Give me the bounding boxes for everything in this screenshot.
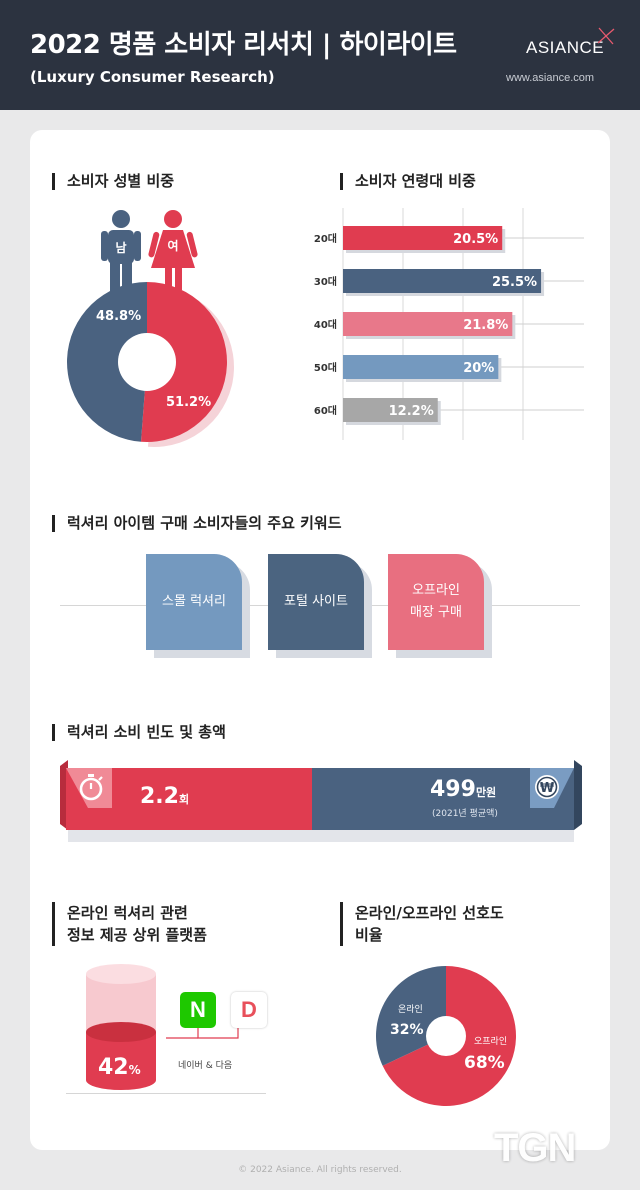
age-value-label: 25.5% [492, 275, 537, 290]
preference-donut: 온라인 32% 오프라인 68% [376, 966, 516, 1106]
section-title-platform: 온라인 럭셔리 관련 정보 제공 상위 플랫폼 [52, 902, 207, 946]
brand-url: www.asiance.com [506, 72, 595, 84]
frequency-amount-unit: 만원 [475, 786, 497, 799]
platform-cylinder [66, 964, 266, 1094]
age-bar-60대 [343, 398, 438, 422]
frequency-amount-value: 499 [430, 777, 476, 802]
pref-label-online: 온라인 [398, 1004, 423, 1015]
keyword-card-3: 오프라인 매장 구매 [388, 554, 484, 650]
pref-value-offline: 68% [464, 1053, 505, 1073]
age-category-label: 40대 [314, 318, 337, 331]
brand-logo-text: ASIANCE [526, 38, 605, 57]
section-title-frequency: 럭셔리 소비 빈도 및 총액 [52, 724, 226, 741]
stopwatch-icon [79, 774, 103, 801]
won-coin-icon: ₩ [535, 775, 559, 799]
daum-logo-icon: D [231, 992, 267, 1028]
section-title-keywords: 럭셔리 아이템 구매 소비자들의 주요 키워드 [52, 515, 342, 532]
age-value-label: 20% [463, 361, 494, 376]
keyword-card-2: 포털 사이트 [268, 554, 364, 650]
page-subtitle: (Luxury Consumer Research) [30, 68, 275, 86]
platform-share-value: 42 [98, 1055, 129, 1080]
male-label: 남 [115, 240, 126, 255]
keyword-label-2: 포털 사이트 [284, 594, 348, 609]
age-value-label: 21.8% [463, 318, 508, 333]
age-value-label: 20.5% [453, 232, 498, 247]
section-title-gender: 소비자 성별 비중 [52, 173, 174, 190]
age-value-label: 12.2% [389, 404, 434, 419]
section-title-age: 소비자 연령대 비중 [340, 173, 476, 190]
keyword-label-1: 스몰 럭셔리 [162, 594, 226, 609]
brand-star-icon [597, 27, 615, 45]
age-bar-50대 [343, 355, 499, 379]
svg-text:₩: ₩ [540, 781, 555, 796]
header-banner [0, 0, 640, 110]
age-bar-30대 [343, 269, 542, 293]
pref-label-offline: 오프라인 [474, 1036, 507, 1047]
age-category-label: 60대 [314, 404, 337, 417]
frequency-banner [60, 760, 582, 842]
male-figure-icon [101, 210, 141, 292]
pref-value-online: 32% [390, 1022, 424, 1038]
female-figure-icon [148, 210, 198, 290]
frequency-count-unit: 회 [178, 793, 190, 806]
gender-value-label-0: 48.8% [96, 309, 141, 324]
frequency-amount: 499만원 [430, 777, 496, 802]
age-bar-chart: 20대 20.5% 30대 25.5% 40대 21.8% 50대 20% 60대 12.2% [314, 208, 584, 440]
page-title: 2022 명품 소비자 리서치 | 하이라이트 [30, 30, 457, 60]
keyword-label-3: 오프라인 매장 구매 [410, 583, 462, 620]
naver-logo-icon: N [180, 992, 216, 1028]
female-label: 여 [167, 238, 178, 253]
frequency-count: 2.2회 [140, 784, 189, 809]
frequency-count-value: 2.2 [140, 784, 179, 809]
tgn-watermark: TGN [494, 1126, 576, 1170]
age-category-label: 20대 [314, 232, 337, 245]
platform-caption: 네이버 & 다음 [178, 1061, 233, 1071]
age-bar-40대 [343, 312, 513, 336]
age-category-label: 50대 [314, 361, 337, 374]
donut-slice-여 [140, 282, 227, 442]
gender-chart: 남 여 48.8% 51.2% [66, 210, 234, 447]
donut-hole [118, 333, 176, 391]
age-category-label: 30대 [314, 275, 337, 288]
gender-donut: 48.8% 51.2% [66, 282, 234, 447]
gender-value-label-1: 51.2% [166, 395, 211, 410]
frequency-amount-note: (2021년 평균액) [432, 809, 498, 819]
platform-share: 42% [98, 1055, 141, 1080]
platform-share-unit: % [128, 1063, 141, 1077]
age-bar-20대 [343, 226, 503, 250]
copyright-text: © 2022 Asiance. All rights reserved. [238, 1165, 402, 1175]
keyword-card-1: 스몰 럭셔리 [146, 554, 242, 650]
donut-hole [426, 1016, 466, 1056]
donut-slice-남 [66, 282, 147, 442]
section-title-preference: 온라인/오프라인 선호도 비율 [340, 902, 504, 946]
